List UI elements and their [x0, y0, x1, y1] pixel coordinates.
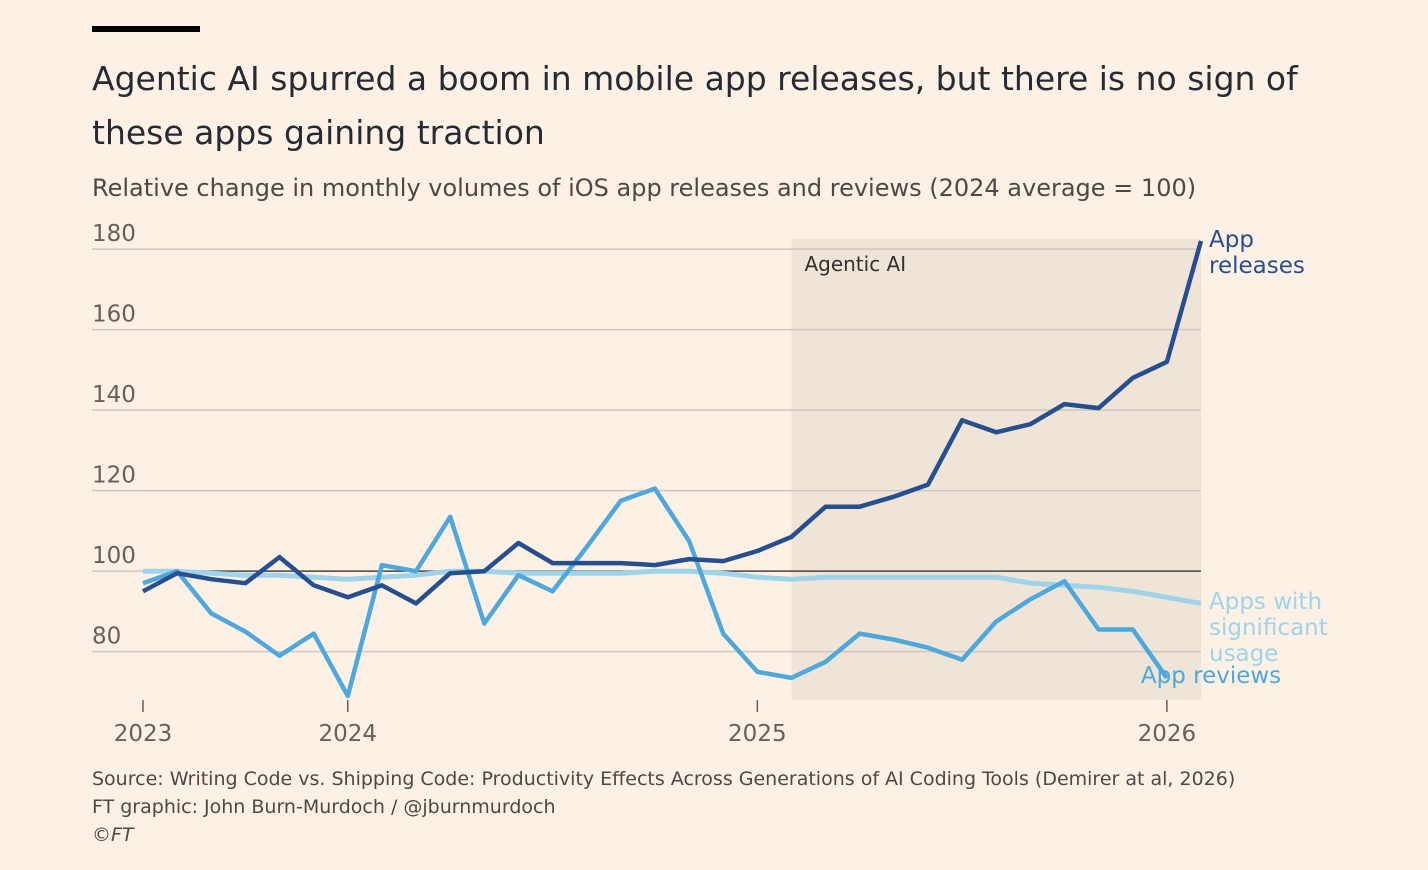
- x-tick-label: 2025: [728, 721, 787, 747]
- y-tick-label: 160: [92, 302, 136, 328]
- y-tick-label: 140: [92, 382, 136, 408]
- source: Source: Writing Code vs. Shipping Code: …: [92, 768, 1236, 790]
- y-tick-label: 80: [92, 624, 121, 650]
- annotation-shade: [791, 239, 1201, 700]
- top-bar: [92, 26, 200, 32]
- y-tick-label: 180: [92, 221, 136, 247]
- line-series: [141, 240, 1204, 606]
- y-tick-label: 120: [92, 463, 136, 489]
- line-series: [143, 568, 1202, 606]
- chart-subtitle: Relative change in monthly volumes of iO…: [92, 174, 1197, 202]
- series-label: Apps with significant usage: [1209, 589, 1328, 668]
- x-tick-label: 2024: [319, 721, 378, 747]
- copyright: ©FT: [92, 824, 134, 846]
- x-tick-label: 2026: [1138, 721, 1197, 747]
- credit: FT graphic: John Burn-Murdoch / @jburnmu…: [92, 796, 556, 818]
- x-tick-label: 2023: [114, 721, 173, 747]
- y-tick-label: 100: [92, 543, 136, 569]
- annotation-label: Agentic AI: [804, 252, 906, 276]
- series-label: App reviews: [1140, 662, 1282, 689]
- chart-title: Agentic AI spurred a boom in mobile app …: [92, 59, 1298, 152]
- line-series: [142, 486, 1169, 699]
- series-label: App releases: [1209, 227, 1305, 279]
